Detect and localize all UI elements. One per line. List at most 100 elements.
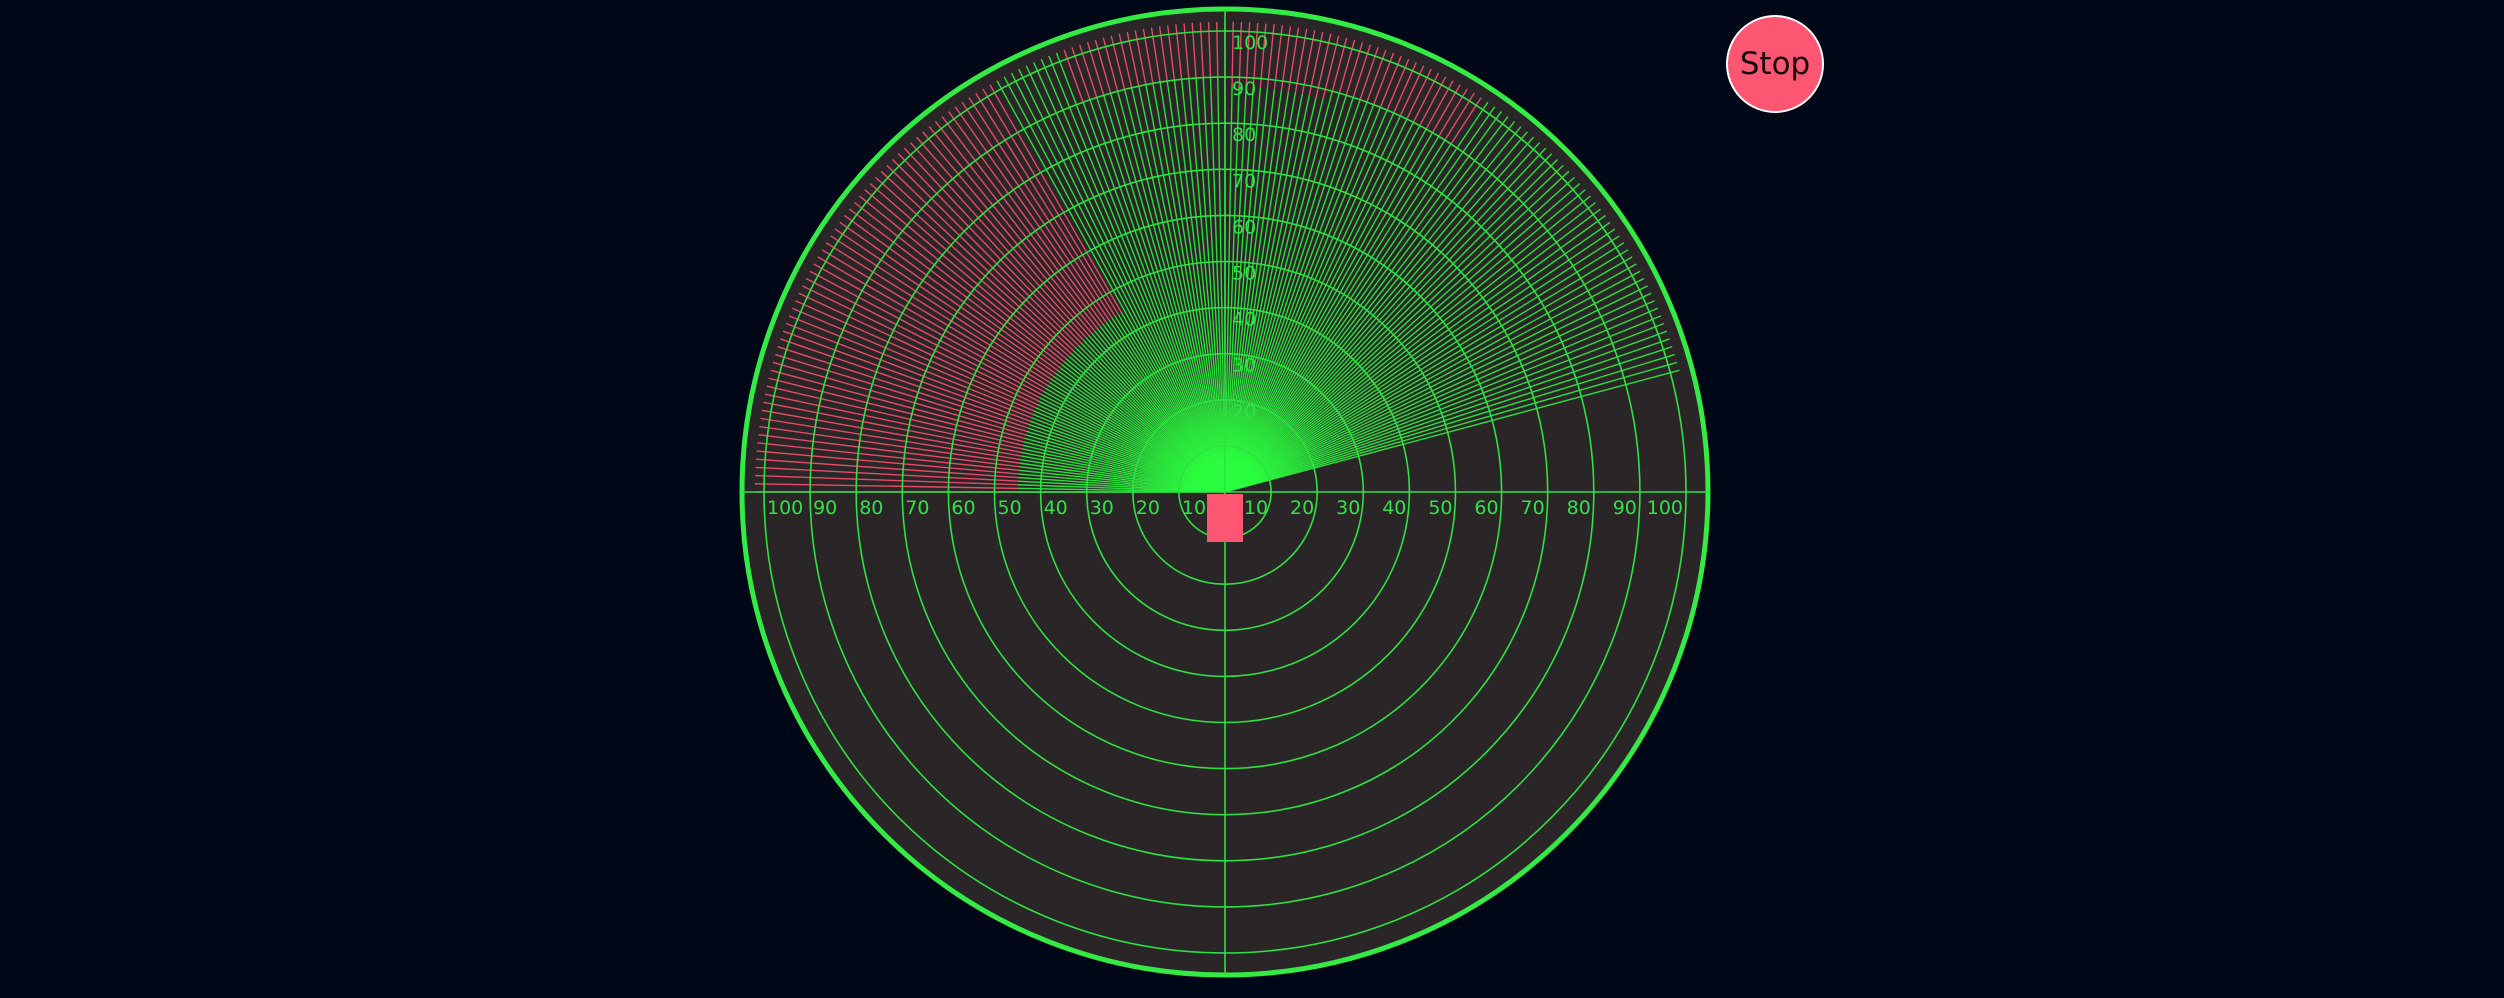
axis-tick-label-vertical: 40: [1232, 309, 1256, 331]
radar-beam-obstacle: [830, 235, 1052, 380]
radar-beam-obstacle: [1308, 31, 1324, 96]
radar-beam: [1055, 52, 1226, 493]
radar-beam: [1224, 111, 1502, 493]
radar-beam-obstacle: [755, 458, 1019, 479]
radar-beam: [1217, 77, 1226, 493]
radar-beam-obstacle: [1280, 26, 1292, 91]
radar-beam: [1224, 235, 1620, 493]
radar-beam: [1166, 81, 1226, 493]
radar-beam-obstacle: [886, 164, 1077, 349]
radar-beam-obstacle: [1322, 35, 1340, 99]
radar-beam-obstacle: [834, 228, 1054, 377]
radar-beam: [1224, 159, 1558, 493]
radar-beam: [1224, 164, 1564, 493]
radar-beam-obstacle: [766, 385, 1024, 447]
radar-beam: [1224, 256, 1633, 493]
radar-beam-obstacle: [1216, 21, 1219, 78]
radar-beam: [1224, 95, 1347, 493]
radar-beam: [1018, 69, 1226, 493]
radar-beam-obstacle: [915, 136, 1090, 336]
radar-beam-obstacle: [849, 208, 1060, 368]
radar-beam: [1224, 98, 1324, 493]
radar-beam-obstacle: [763, 401, 1022, 454]
radar-beam: [1224, 112, 1395, 493]
radar-beam: [1224, 353, 1675, 493]
radar-beam-obstacle: [1259, 23, 1267, 88]
axis-tick-label-left: 60: [951, 497, 975, 519]
radar-beam-obstacle: [756, 450, 1019, 475]
radar-beam: [1224, 147, 1547, 493]
radar-beam: [1224, 109, 1388, 493]
radar-beam: [1224, 176, 1575, 493]
radar-beam-obstacle: [782, 330, 1031, 422]
axis-tick-label-vertical: 20: [1232, 401, 1256, 423]
radar-beam: [1224, 270, 1641, 493]
axis-tick-label-right: 70: [1521, 497, 1545, 519]
radar-beam-obstacle: [968, 97, 1113, 319]
radar-beam-obstacle: [758, 433, 1020, 468]
radar-beam: [1224, 121, 1516, 493]
radar-beam: [1224, 285, 1648, 493]
axis-tick-label-left: 100: [767, 497, 803, 519]
radar-beam-obstacle: [954, 106, 1107, 323]
radar-beam: [1224, 322, 1665, 493]
radar-beam: [1224, 361, 1678, 493]
radar-beam-obstacle: [755, 474, 1018, 486]
radar-beam-obstacle: [880, 170, 1074, 352]
radar-beam-obstacle: [754, 483, 1018, 490]
radar-beam: [1224, 90, 1283, 493]
radar-beam-obstacle: [961, 101, 1110, 321]
radar-beam: [1224, 115, 1401, 493]
radar-beam: [1138, 86, 1226, 493]
radar-beam: [1224, 208, 1601, 493]
radar-beam-obstacle: [825, 242, 1050, 383]
radar-beam: [1224, 300, 1655, 493]
radar-beam: [1224, 126, 1522, 493]
radar-beam-obstacle: [759, 425, 1020, 464]
radar-beam: [1224, 93, 1304, 493]
radar-beam: [1089, 99, 1226, 493]
radar-beam: [1224, 369, 1680, 493]
axis-tick-label-vertical: 90: [1232, 78, 1256, 100]
axis-tick-label-right: 80: [1567, 497, 1591, 519]
axis-tick-label-left: 70: [905, 497, 929, 519]
radar-beam: [1224, 195, 1591, 493]
axis-tick-label-left: 30: [1090, 497, 1114, 519]
radar-beam: [1224, 215, 1606, 493]
radar-beam: [1224, 101, 1489, 493]
radar-beam: [1130, 87, 1226, 493]
radar-beam: [1040, 58, 1226, 493]
radar-beam-obstacle: [817, 256, 1046, 389]
radar-beam: [1224, 346, 1673, 493]
radar-beam-obstacle: [788, 315, 1033, 415]
radar-beam-obstacle: [1252, 22, 1259, 88]
radar-beam-obstacle: [761, 409, 1021, 457]
radar-beam: [1224, 91, 1334, 493]
radar-beam-obstacle: [775, 353, 1027, 433]
radar-beam-obstacle: [791, 307, 1035, 412]
radar-beam: [1224, 87, 1254, 493]
radar-beam-obstacle: [757, 442, 1019, 472]
radar-beam: [1152, 83, 1226, 493]
radar-beam: [1224, 307, 1659, 493]
radar-beam-obstacle: [802, 285, 1039, 402]
stop-button[interactable]: Stop: [1726, 15, 1824, 113]
radar-beam-obstacle: [777, 346, 1028, 429]
radar-beam: [1224, 128, 1427, 493]
radar-beam: [1202, 77, 1226, 493]
axis-tick-label-vertical: 70: [1232, 170, 1256, 192]
axis-tick-label-left: 20: [1136, 497, 1160, 519]
radar-beam-obstacle: [821, 249, 1048, 386]
radar-beam-obstacle: [798, 292, 1038, 405]
radar-beam: [1224, 221, 1611, 493]
radar-beam: [1224, 338, 1670, 493]
radar-beam: [1116, 91, 1226, 493]
radar-beam-obstacle: [982, 88, 1119, 315]
axis-tick-label-vertical: 80: [1232, 124, 1256, 146]
radar-beam: [1224, 88, 1269, 493]
radar-beam: [1224, 101, 1368, 493]
radar-beam-obstacle: [1294, 28, 1308, 93]
radar-beam: [1003, 76, 1226, 493]
